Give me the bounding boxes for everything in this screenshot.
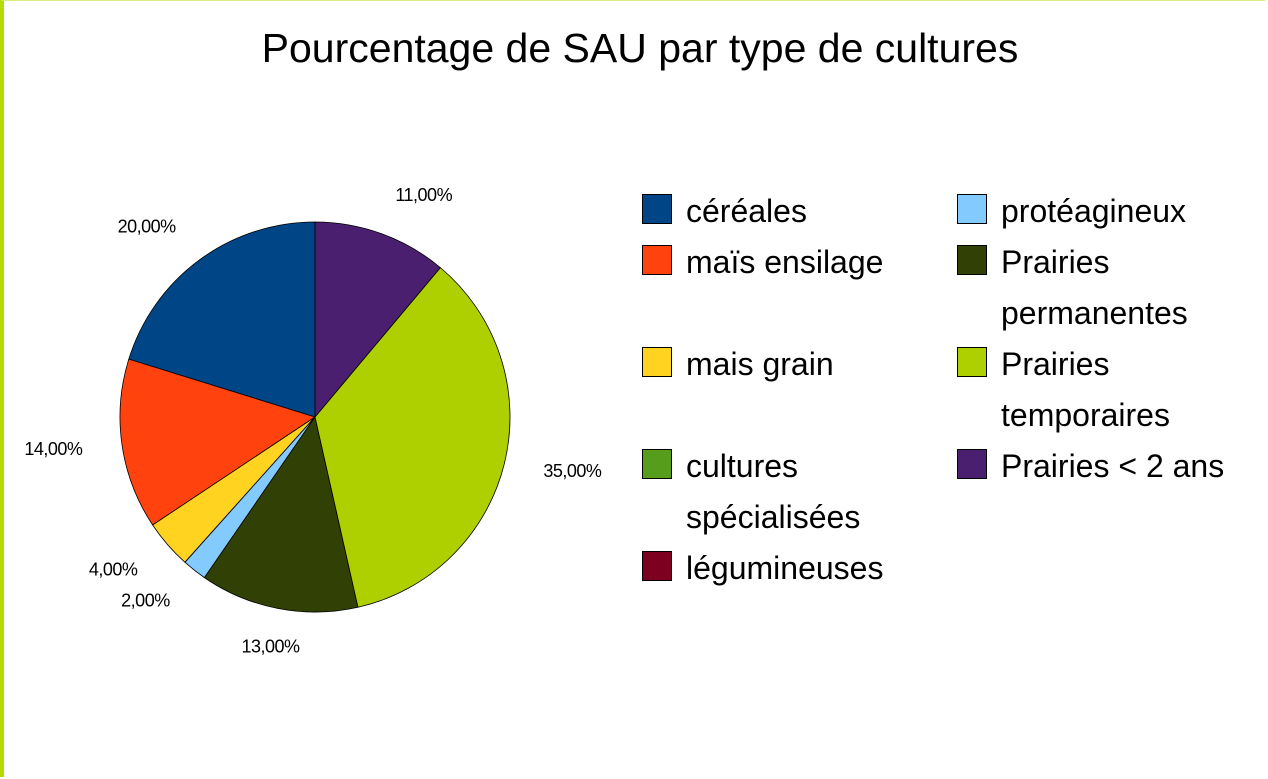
legend-label: légumineuses	[686, 550, 884, 586]
legend-label: protéagineux	[1001, 193, 1187, 229]
legend-label: Prairies temporaires	[1001, 346, 1170, 433]
data-label: 20,00%	[118, 217, 177, 237]
legend-item: Prairies permanentes	[957, 237, 1257, 339]
legend-swatch	[642, 245, 672, 275]
legend-swatch	[642, 194, 672, 224]
legend-swatch	[642, 551, 672, 581]
pie-slice	[119, 358, 316, 526]
pie-slice	[314, 267, 511, 608]
legend-label: céréales	[686, 193, 807, 229]
legend-swatch	[642, 347, 672, 377]
legend-item: cultures spécialisées	[642, 441, 957, 543]
data-label: 2,00%	[121, 590, 170, 610]
legend: céréales maïs ensilage mais grain cultures …	[642, 186, 1257, 594]
legend-label: maïs ensilage	[686, 244, 884, 280]
data-label: 13,00%	[241, 637, 300, 657]
legend-label: Prairies < 2 ans	[1001, 448, 1225, 484]
legend-item: mais grain	[642, 339, 957, 441]
pie-slice	[314, 221, 441, 419]
legend-swatch	[957, 449, 987, 479]
legend-swatch	[957, 245, 987, 275]
pie-slice	[128, 221, 316, 418]
pie-slice	[203, 416, 359, 613]
legend-swatch	[957, 347, 987, 377]
legend-item: protéagineux	[957, 186, 1257, 237]
data-label: 11,00%	[395, 185, 452, 205]
data-label: 14,00%	[24, 439, 83, 459]
legend-item: Prairies < 2 ans	[957, 441, 1257, 543]
legend-swatch	[957, 194, 987, 224]
legend-label: mais grain	[686, 346, 834, 382]
legend-label: cultures spécialisées	[686, 448, 861, 535]
legend-item: légumineuses	[642, 543, 957, 594]
legend-label: Prairies permanentes	[1001, 244, 1188, 331]
data-label: 35,00%	[543, 461, 602, 481]
legend-item: Prairies temporaires	[957, 339, 1257, 441]
data-label: 4,00%	[89, 560, 138, 580]
legend-swatch	[642, 449, 672, 479]
chart-title: Pourcentage de SAU par type de cultures	[262, 25, 1019, 71]
legend-item: maïs ensilage	[642, 237, 957, 339]
legend-item: céréales	[642, 186, 957, 237]
